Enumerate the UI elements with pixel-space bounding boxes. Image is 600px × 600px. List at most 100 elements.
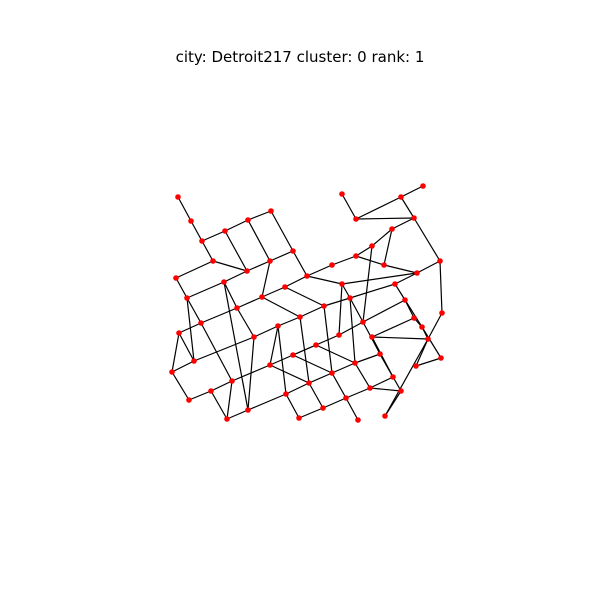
graph-edge [269,364,310,384]
graph-edge [349,297,356,364]
graph-edge [371,336,429,340]
graph-node [402,297,408,303]
graph-node [188,218,194,224]
graph-edge [171,371,190,401]
graph-node [390,374,396,380]
graph-edge [323,297,351,307]
graph-edge [355,217,415,220]
graph-edge [355,196,402,220]
graph-edge [299,305,325,318]
graph-edge [394,283,423,328]
graph-node [229,378,235,384]
graph-edge [354,353,381,364]
graph-node [283,391,289,397]
graph-edge [306,275,343,285]
graph-node [259,294,265,300]
graph-node [420,183,426,189]
graph-node [353,216,359,222]
graph-edge [177,196,192,222]
graph-node [275,323,281,329]
graph-node [267,258,273,264]
graph-node [425,336,431,342]
graph-edge [421,326,442,359]
graph-edge [236,296,263,309]
graph-edge [322,397,347,409]
graph-node [413,363,419,369]
graph-edge [355,245,373,257]
graph-edge [338,283,343,336]
graph-node [221,279,227,285]
graph-edge [261,296,301,318]
graph-edge [292,250,308,277]
graph-edge [284,275,308,288]
graph-edge [369,387,402,392]
graph-node [439,310,445,316]
graph-edge [246,260,271,272]
graph-edge [171,332,180,373]
graph-node [392,281,398,287]
graph-node [437,258,443,264]
graph-edge [186,297,202,324]
graph-edge [383,228,393,266]
graph-node [282,284,288,290]
graph-node [320,405,326,411]
graph-node [352,360,358,366]
graph-edge [315,344,356,364]
graph-edge [341,272,418,285]
graph-edge [416,260,441,274]
graph-edge [341,193,357,220]
graph-node [290,352,296,358]
graph-node [304,273,310,279]
graph-edge [331,372,347,399]
graph-edge [308,372,333,384]
graph-edge [226,380,233,420]
graph-edge [190,220,203,242]
chart-title: city: Detroit217 cluster: 0 rank: 1 [175,48,425,66]
graph-edge [210,380,233,392]
graph-edge [306,264,333,277]
graph-edge [247,210,272,221]
graph-node [438,355,444,361]
graph-node [329,262,335,268]
graph-edge [371,336,394,378]
graph-edge [400,185,424,198]
graph-edge [298,407,324,419]
graph-edge [201,240,214,262]
graph-edge [188,390,212,401]
graph-node [381,262,387,268]
nodes-layer [169,183,445,423]
graph-edge [253,325,279,338]
graph-edge [200,307,238,324]
graph-node [313,342,319,348]
graph-edge [224,219,249,232]
graph-node [369,243,375,249]
graph-edge [270,210,294,252]
graph-edge [284,286,325,307]
graph-node [191,358,197,364]
graph-edge [285,393,300,419]
graph-edge [415,357,442,367]
graph-node [224,416,230,422]
graph-node [306,380,312,386]
graph-edge [171,360,195,373]
graph-node [339,191,345,197]
graph-node [398,388,404,394]
graph-node [329,370,335,376]
graph-edge [261,260,271,298]
graph-node [339,281,345,287]
graph-edge [292,344,317,356]
graph-edge [247,393,287,411]
graph-edge [362,299,406,323]
graph-edge [236,307,255,338]
graph-edge [223,270,248,283]
graph-node [251,334,257,340]
graph-edge [331,362,356,374]
graph-edge [345,397,359,421]
graph-node [290,248,296,254]
graph-edge [415,338,429,367]
graph-node [297,314,303,320]
graph-node [169,369,175,375]
graph-node [184,295,190,301]
